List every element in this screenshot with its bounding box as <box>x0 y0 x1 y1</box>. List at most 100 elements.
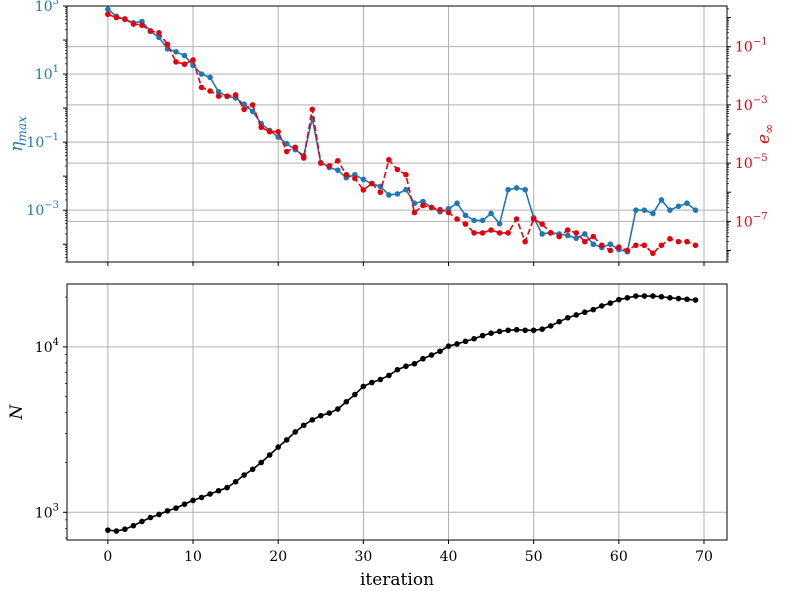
e-inf-point <box>530 216 537 222</box>
eta-max-point <box>181 52 188 59</box>
eta-max-point <box>462 212 469 219</box>
n-point <box>241 472 247 478</box>
bottom-y-tick-label: 103 <box>35 502 59 521</box>
bottom-x-tick-label: 30 <box>354 549 372 565</box>
e-inf-point <box>190 57 196 63</box>
e-inf-point <box>599 242 605 249</box>
bottom-x-ticks: 0 10 20 30 40 50 60 70 <box>103 540 713 565</box>
top-right-y-ticks: 10−1 10−3 10−5 10−7 <box>727 8 768 263</box>
n-point <box>335 406 341 412</box>
e-inf-point <box>581 238 588 245</box>
eta-max-point <box>641 207 648 213</box>
eta-max-point <box>207 74 213 81</box>
top-right-y-tick-label: 10−5 <box>735 153 768 172</box>
n-point <box>539 326 545 332</box>
eta-max-point <box>581 231 588 237</box>
e-inf-point <box>147 28 154 34</box>
eta-max-point <box>633 207 639 213</box>
eta-max-point <box>335 167 341 173</box>
top-right-y-tick-label: 10−7 <box>735 211 768 230</box>
e-inf-point <box>462 221 469 227</box>
n-point <box>232 478 239 485</box>
e-inf-point <box>292 144 299 151</box>
e-inf-point <box>258 124 264 131</box>
top-panel: 103 101 10−1 10−3 10−1 10−3 10−5 10−7 ηmax e∞ <box>7 0 776 266</box>
e-inf-point <box>352 175 358 182</box>
e-inf-point <box>479 230 486 236</box>
e-inf-point <box>173 59 179 65</box>
e-inf-point <box>624 247 631 254</box>
eta-max-point <box>667 207 673 213</box>
e-inf-point <box>309 106 316 113</box>
e-inf-point <box>641 242 648 249</box>
top-grid <box>67 5 727 262</box>
e-inf-point <box>667 236 673 242</box>
n-point <box>590 306 597 313</box>
n-point <box>377 376 384 383</box>
bottom-x-tick-label: 0 <box>103 549 112 565</box>
n-point <box>190 497 196 504</box>
n-point <box>599 303 605 309</box>
n-point <box>624 295 631 301</box>
eta-max-point <box>454 200 460 207</box>
bottom-y-label: N <box>7 403 27 420</box>
eta-max-point <box>394 191 401 197</box>
n-point <box>139 518 145 525</box>
n-point <box>547 323 554 329</box>
e-inf-line <box>107 13 696 255</box>
e-inf-point <box>539 221 545 227</box>
e-inf-point <box>675 238 682 245</box>
top-right-y-label: e∞ <box>754 124 776 144</box>
n-point <box>249 466 256 473</box>
e-inf-point <box>513 216 520 222</box>
n-point <box>300 422 307 429</box>
top-series <box>105 6 699 257</box>
n-point <box>266 452 273 458</box>
n-point <box>326 410 333 416</box>
e-inf-point <box>547 230 554 236</box>
eta-label-sub: max <box>15 116 29 142</box>
e-inf-point <box>317 160 324 166</box>
n-point <box>488 330 494 337</box>
e-inf-point <box>496 230 503 236</box>
e-inf-point <box>564 227 571 233</box>
n-point <box>198 494 205 501</box>
e-inf-point <box>343 171 350 178</box>
bottom-y-tick-label: 104 <box>35 337 59 356</box>
eta-max-point <box>522 186 528 193</box>
bottom-x-tick-label: 10 <box>184 549 202 565</box>
n-point <box>147 514 154 521</box>
n-point <box>616 296 622 303</box>
eta-max-point <box>488 210 494 217</box>
top-left-y-label: ηmax <box>7 116 29 152</box>
bottom-x-label: iteration <box>360 570 434 590</box>
eta-max-point <box>283 140 290 147</box>
bottom-grid <box>67 284 727 540</box>
n-point <box>394 366 401 373</box>
eta-max-point <box>173 49 179 55</box>
top-left-y-tick-label: 101 <box>35 64 59 83</box>
n-point <box>309 417 316 423</box>
e-inf-point <box>607 247 614 254</box>
e-inf-point <box>505 230 511 236</box>
eta-max-point <box>215 89 222 95</box>
n-point <box>207 491 213 497</box>
n-point <box>530 327 537 334</box>
e-inf-point <box>488 227 494 233</box>
n-point <box>471 335 477 342</box>
n-point <box>581 309 588 316</box>
n-point <box>420 355 426 362</box>
eta-max-point <box>658 197 665 203</box>
e-inf-point <box>692 242 699 249</box>
bottom-y-ticks: 104 103 <box>35 296 67 539</box>
n-point <box>164 508 171 514</box>
eta-max-point <box>386 192 392 198</box>
e-inf-point <box>445 209 452 216</box>
n-point <box>633 293 639 299</box>
n-point <box>607 300 614 306</box>
eta-max-point <box>471 217 477 224</box>
n-point <box>113 528 120 534</box>
n-point <box>505 327 511 334</box>
e-inf-point <box>369 180 375 187</box>
bottom-x-tick-label: 20 <box>269 549 287 565</box>
